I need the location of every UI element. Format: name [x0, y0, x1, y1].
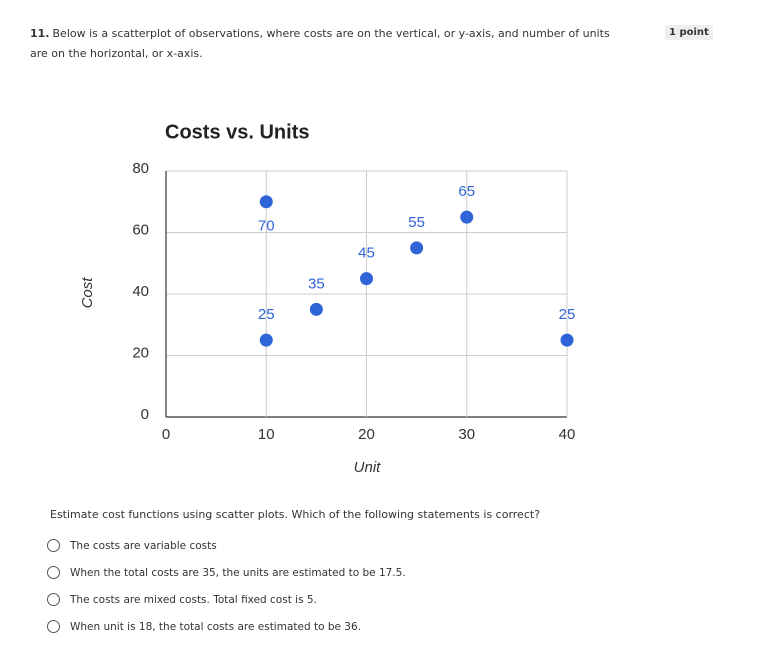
data-label: 65	[458, 183, 475, 200]
point	[460, 210, 474, 224]
data-label: 35	[308, 275, 325, 292]
y-tick-label: 20	[132, 344, 149, 361]
x-tick-label: 20	[358, 426, 375, 443]
x-tick-label: 40	[559, 426, 576, 443]
option[interactable]: The costs are variable costs	[47, 539, 217, 552]
question: 11. Below is a scatterplot of observation…	[30, 24, 620, 64]
radio-button[interactable]	[47, 593, 60, 606]
y-axis-label: Cost	[79, 277, 96, 309]
point	[259, 333, 273, 347]
x-tick-label: 30	[458, 426, 475, 443]
option-text: When unit is 18, the total costs are est…	[70, 620, 362, 633]
option-text: The costs are mixed costs. Total fixed c…	[70, 593, 317, 606]
point	[259, 195, 273, 209]
data-label: 70	[258, 218, 275, 235]
option-text: The costs are variable costs	[70, 539, 217, 552]
data-label: 55	[408, 214, 425, 231]
y-tick-label: 40	[132, 283, 149, 300]
chart: Costs vs. Units Unit Cost 0 20 40 60 80 0 10 20…	[79, 121, 576, 476]
option[interactable]: When the total costs are 35, the units a…	[47, 566, 406, 579]
y-tick-label: 60	[132, 221, 149, 238]
data-label: 25	[559, 306, 576, 323]
option[interactable]: When unit is 18, the total costs are est…	[47, 620, 361, 633]
y-tick-label: 0	[141, 406, 149, 423]
points-badge: 1 point	[665, 25, 713, 40]
point	[410, 241, 424, 255]
prompt: Estimate cost functions using scatter pl…	[50, 508, 541, 521]
chart-title: Costs vs. Units	[165, 121, 309, 143]
radio-button[interactable]	[47, 539, 60, 552]
x-tick-label: 0	[162, 426, 170, 443]
radio-button[interactable]	[47, 620, 60, 633]
point	[360, 272, 373, 286]
point	[309, 302, 323, 316]
y-tick-label: 80	[132, 160, 149, 177]
x-tick-label: 10	[258, 426, 275, 443]
question-text: Below is a scatterplot of observations, …	[30, 27, 610, 60]
data-label: 25	[258, 306, 275, 323]
option-text: When the total costs are 35, the units a…	[70, 566, 406, 579]
radio-button[interactable]	[47, 566, 60, 579]
data-label: 45	[358, 245, 375, 262]
point	[560, 333, 574, 347]
option[interactable]: The costs are mixed costs. Total fixed c…	[47, 593, 317, 606]
question-number: 11.	[30, 27, 50, 40]
x-axis-label: Unit	[354, 459, 382, 476]
